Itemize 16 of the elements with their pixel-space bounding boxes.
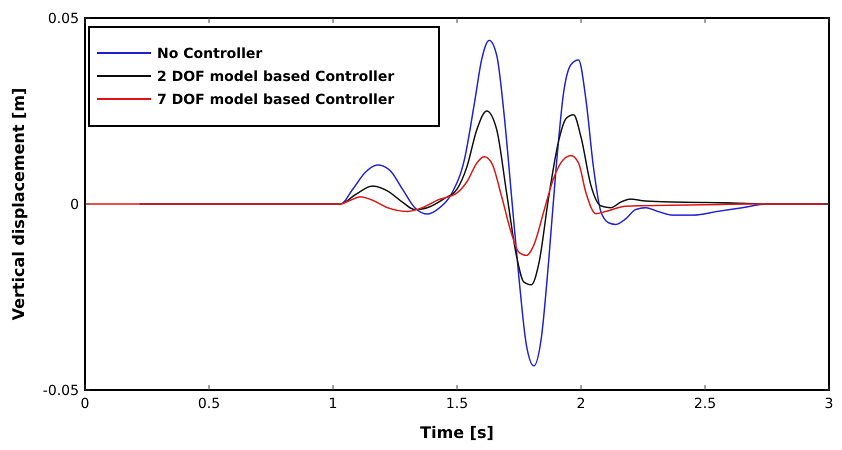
y-tick-label: 0.05	[48, 10, 79, 27]
legend-label: 2 DOF model based Controller	[157, 68, 394, 85]
x-tick-label: 2	[576, 396, 586, 412]
legend-label: No Controller	[157, 46, 262, 62]
line-series	[85, 154, 829, 256]
legend-label: 7 DOF model based Controller	[157, 92, 394, 108]
x-tick-label: 2.5	[694, 396, 716, 412]
x-tick-label: 1.5	[446, 396, 468, 412]
x-tick-label: 0.5	[198, 396, 220, 412]
y-axis-title: Vertical displacement [m]	[9, 88, 28, 320]
x-tick-label: 0	[80, 396, 90, 412]
y-tick-label: 0	[70, 196, 79, 213]
x-tick-label: 3	[824, 396, 834, 412]
x-tick-label: 1	[328, 396, 338, 412]
x-axis-title: Time [s]	[420, 423, 494, 442]
y-tick-label: -0.05	[42, 382, 79, 399]
